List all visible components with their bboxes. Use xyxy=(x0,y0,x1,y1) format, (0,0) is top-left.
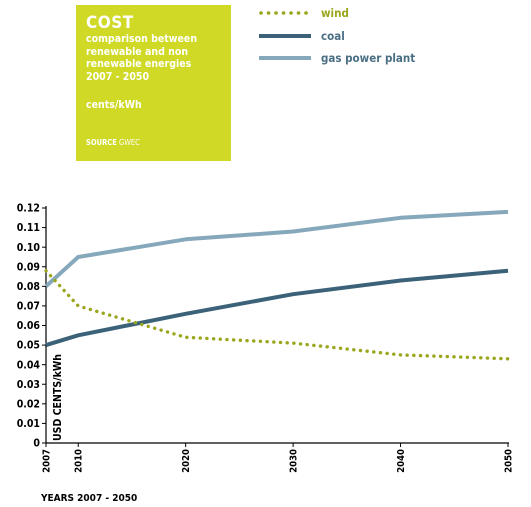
legend-label-wind: wind xyxy=(321,6,349,20)
series-line-gas-power-plant xyxy=(44,209,509,288)
legend-swatch-coal xyxy=(259,34,311,38)
y-tick-label: 0 xyxy=(33,438,40,450)
series-line-wind xyxy=(44,268,510,361)
y-tick-label: 0.02 xyxy=(17,398,40,410)
y-tick-label: 0.11 xyxy=(17,222,40,234)
subtitle-line: 2007 - 2050 xyxy=(86,70,150,83)
x-tick-label: 2020 xyxy=(181,449,192,473)
legend-swatch-gas-power-plant xyxy=(259,56,311,60)
y-tick-label: 0.06 xyxy=(17,320,41,332)
chart-info-box: COST comparison between renewable and no… xyxy=(76,5,231,161)
y-tick-label: 0.10 xyxy=(17,242,41,254)
line-chart: 0 0.01 0.02 0.03 0.04 0.05 0.06 0.07 0.08 0.09 0.1… xyxy=(17,203,515,473)
source-label: SOURCE xyxy=(86,138,117,147)
subtitle-line: renewable energies xyxy=(86,58,192,70)
subtitle-line: comparison between xyxy=(86,33,198,45)
subtitle-line: renewable and non xyxy=(86,45,189,58)
series-line-coal xyxy=(45,268,509,348)
y-axis-title: USD CENTS/kWh xyxy=(52,354,64,441)
x-tick-label: 2040 xyxy=(396,449,407,473)
chart-subtitle: comparison between renewable and non ren… xyxy=(86,33,221,83)
chart-source: SOURCE GWEC xyxy=(86,138,140,147)
y-tick-label: 0.05 xyxy=(17,340,40,352)
legend-item-coal: coal xyxy=(253,29,523,43)
legend-item-wind: wind xyxy=(253,6,523,20)
y-tick-label: 0.03 xyxy=(17,379,40,391)
y-tick-label: 0.01 xyxy=(17,418,40,430)
x-tick-label: 2030 xyxy=(289,449,300,473)
legend-swatch-wind xyxy=(259,11,311,15)
y-tick-label: 0.08 xyxy=(17,281,40,293)
x-tick-label: 2007 xyxy=(42,449,53,473)
chart-title: COST xyxy=(86,13,134,33)
x-tick-label: 2010 xyxy=(74,449,85,473)
x-axis-title: YEARS 2007 - 2050 xyxy=(41,493,138,504)
chart-legend: wind coal gas power plant xyxy=(253,0,523,80)
y-tick-label: 0.04 xyxy=(17,359,41,371)
legend-label-gas-power-plant: gas power plant xyxy=(321,51,416,65)
chart-unit: cents/kWh xyxy=(86,99,142,111)
legend-item-gas-power-plant: gas power plant xyxy=(253,51,523,65)
legend-label-coal: coal xyxy=(321,29,345,43)
source-value: GWEC xyxy=(119,138,140,147)
y-tick-label: 0.09 xyxy=(17,261,40,273)
x-tick-label: 2050 xyxy=(504,449,515,473)
y-tick-label: 0.07 xyxy=(17,301,40,313)
y-tick-label: 0.12 xyxy=(17,203,40,215)
